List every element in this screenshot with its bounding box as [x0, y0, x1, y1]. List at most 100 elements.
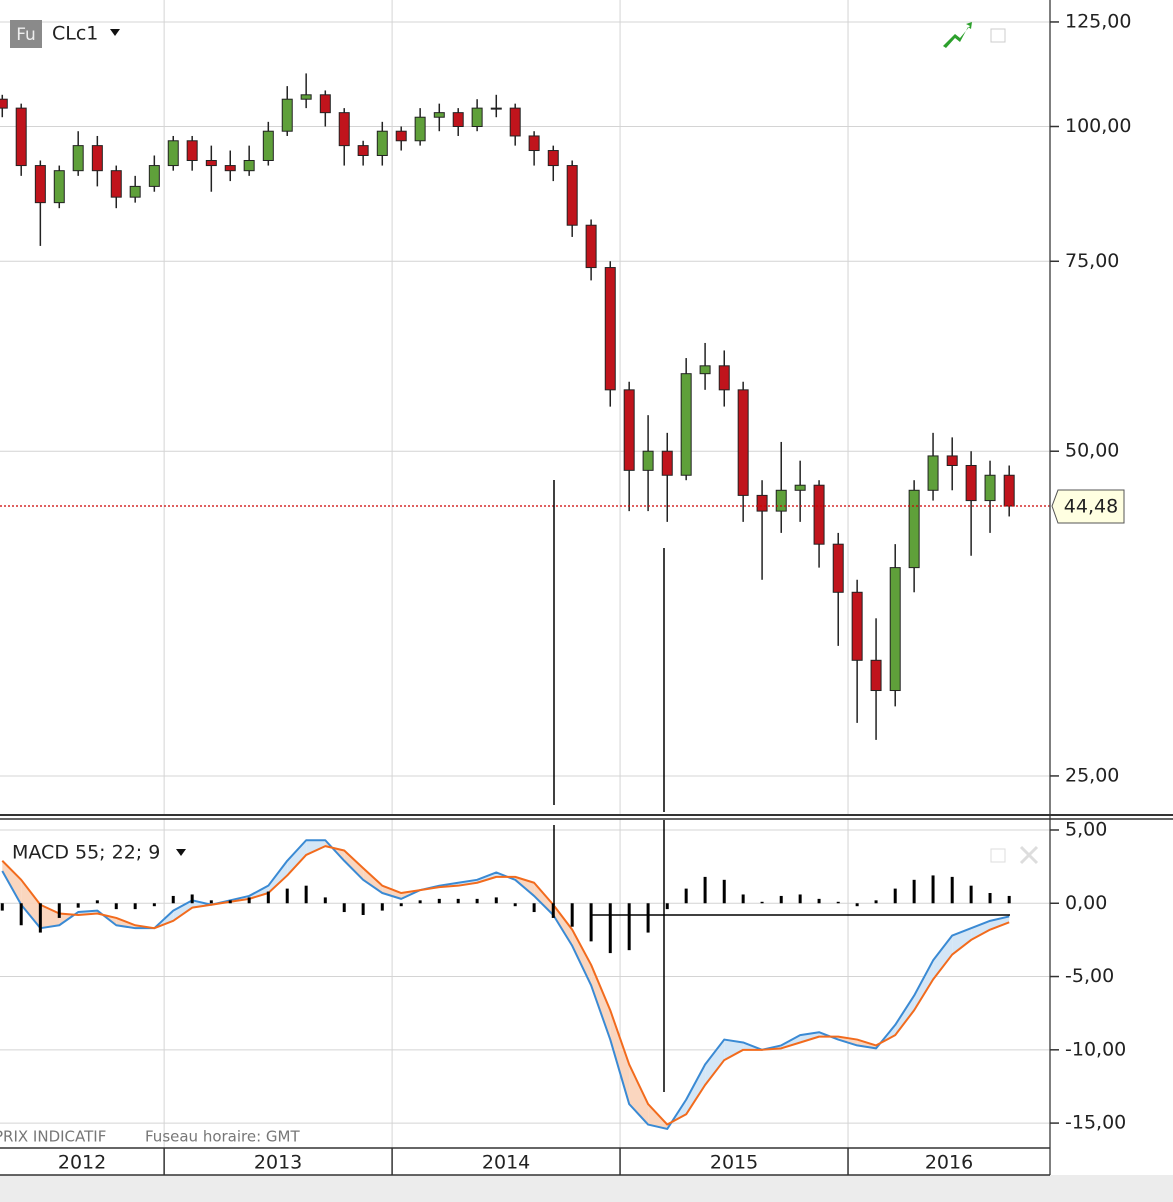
icon-label: Fu [16, 25, 36, 45]
macd-fill [534, 882, 554, 915]
histogram-bar [722, 879, 726, 904]
histogram-bar [399, 903, 403, 907]
histogram-bar [817, 898, 821, 904]
macd-fill [914, 960, 934, 1011]
y-tick-label: 125,00 [1065, 10, 1131, 32]
candle-body [699, 365, 711, 375]
histogram-bar [703, 876, 707, 904]
histogram-bar [19, 903, 23, 926]
candle-body [15, 107, 27, 167]
histogram-bar [114, 903, 118, 910]
y-tick-label: -15,00 [1065, 1112, 1126, 1134]
candle-body [338, 112, 350, 147]
histogram-bar [532, 903, 536, 913]
trend-icon[interactable] [943, 22, 972, 48]
histogram-bar [133, 903, 137, 910]
histogram-bar [380, 903, 384, 911]
candle-body [34, 165, 46, 204]
x-tick-label: 2016 [925, 1152, 973, 1174]
candle-body [452, 112, 464, 127]
histogram-bar [760, 901, 764, 904]
histogram-bar [38, 903, 42, 933]
candle-body [851, 591, 863, 661]
candle-body [756, 494, 768, 512]
histogram-bar [342, 903, 346, 913]
macd-fill [382, 885, 402, 899]
candle-body [604, 267, 616, 391]
histogram-bar [95, 900, 99, 904]
bottom-bar [0, 1175, 1173, 1202]
histogram-bar [285, 888, 289, 904]
candle-body [53, 170, 65, 204]
y-tick-label: 5,00 [1065, 818, 1107, 840]
candle-body [737, 389, 749, 496]
macd-fill [895, 995, 915, 1036]
y-tick-label: 50,00 [1065, 440, 1119, 462]
macd-fill [553, 904, 573, 946]
histogram-bar [0, 903, 4, 911]
macd-fill [572, 929, 592, 986]
histogram-bar [570, 903, 574, 927]
histogram-bar [950, 876, 954, 904]
candle-body [794, 484, 806, 491]
footer-note: Fuseau horaire: GMT [145, 1128, 300, 1146]
histogram-bar [190, 894, 194, 904]
histogram-bar [893, 888, 897, 904]
candle-body [642, 450, 654, 471]
window-icon[interactable] [990, 848, 1006, 863]
dropdown-arrow[interactable] [110, 29, 120, 36]
candle-body [870, 659, 882, 692]
close-icon[interactable] [1019, 845, 1039, 865]
macd-fill [363, 868, 383, 894]
histogram-bar [228, 900, 232, 904]
macd-fill [686, 1064, 706, 1115]
candle-body [718, 365, 730, 391]
candle-body [471, 107, 483, 127]
candle-body [946, 455, 958, 466]
histogram-bar [437, 898, 441, 904]
histogram-bar [855, 903, 859, 907]
candle-body [984, 474, 996, 502]
candle-body [148, 165, 160, 187]
histogram-bar [836, 901, 840, 904]
histogram-bar [494, 897, 498, 904]
macd-fill [724, 1039, 744, 1061]
dropdown-arrow[interactable] [176, 849, 186, 856]
histogram-bar [171, 895, 175, 904]
candle-body [965, 464, 977, 502]
candle-body [300, 94, 312, 100]
last-price-label: 44,48 [1064, 496, 1118, 518]
candle-body [376, 130, 388, 156]
x-tick-label: 2015 [710, 1152, 758, 1174]
histogram-bar [456, 898, 460, 904]
histogram-bar [209, 900, 213, 904]
candle-body [167, 140, 179, 167]
icon[interactable] [10, 20, 42, 48]
macd-fill [21, 879, 41, 929]
window-icon[interactable] [990, 28, 1006, 43]
candle-body [433, 112, 445, 118]
histogram-bar [646, 903, 650, 933]
macd-fill [610, 1010, 630, 1105]
histogram-bar [988, 893, 992, 904]
candle-body [775, 489, 787, 512]
histogram-bar [76, 903, 80, 908]
candle-body [528, 135, 540, 152]
histogram-bar [247, 897, 251, 904]
macd-fill [287, 840, 307, 876]
candle-body [680, 373, 692, 476]
candle-body [0, 98, 8, 109]
candle-body [186, 140, 198, 161]
histogram-bar [57, 903, 61, 918]
candle-body [813, 484, 825, 545]
candle-body [1003, 474, 1015, 507]
y-tick-label: 75,00 [1065, 250, 1119, 272]
candle-body [908, 489, 920, 569]
candle-body [129, 185, 141, 198]
macd-fill [971, 920, 991, 940]
candle-body [509, 107, 521, 137]
candle-body [357, 145, 369, 156]
y-tick-label: -5,00 [1065, 965, 1114, 987]
macd-fill [344, 850, 364, 880]
histogram-bar [418, 900, 422, 904]
